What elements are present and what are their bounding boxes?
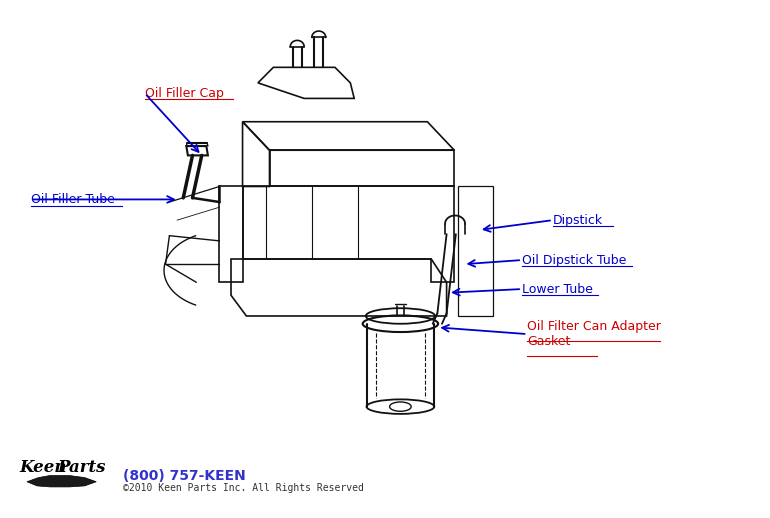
Text: Oil Filler Cap: Oil Filler Cap — [145, 87, 223, 100]
Text: Gasket: Gasket — [527, 335, 571, 348]
Text: Parts: Parts — [58, 459, 106, 476]
Text: Oil Filter Can Adapter: Oil Filter Can Adapter — [527, 320, 661, 334]
Text: Lower Tube: Lower Tube — [522, 282, 593, 296]
Text: (800) 757-KEEN: (800) 757-KEEN — [123, 468, 246, 483]
Polygon shape — [27, 476, 96, 487]
Text: ©2010 Keen Parts Inc. All Rights Reserved: ©2010 Keen Parts Inc. All Rights Reserve… — [123, 483, 364, 493]
Text: Oil Dipstick Tube: Oil Dipstick Tube — [522, 253, 627, 267]
Text: Dipstick: Dipstick — [553, 213, 603, 227]
Text: Oil Filler Tube: Oil Filler Tube — [31, 193, 115, 206]
Text: Keen: Keen — [19, 459, 67, 476]
